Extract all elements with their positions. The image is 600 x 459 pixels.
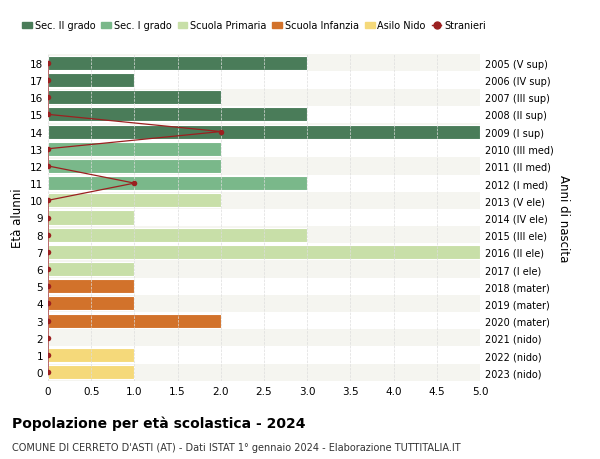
Point	[43, 300, 53, 308]
Bar	[48, 56, 307, 71]
Bar	[48, 263, 134, 276]
Bar	[48, 261, 480, 278]
Point	[43, 77, 53, 84]
Bar	[48, 123, 480, 141]
Point	[43, 214, 53, 222]
Point	[43, 249, 53, 256]
Bar	[48, 74, 134, 88]
Point	[43, 197, 53, 205]
Bar	[48, 141, 480, 158]
Point	[130, 180, 139, 187]
Bar	[48, 90, 480, 106]
Point	[43, 231, 53, 239]
Point	[216, 129, 226, 136]
Bar	[48, 158, 480, 175]
Point	[43, 146, 53, 153]
Text: COMUNE DI CERRETO D'ASTI (AT) - Dati ISTAT 1° gennaio 2024 - Elaborazione TUTTIT: COMUNE DI CERRETO D'ASTI (AT) - Dati IST…	[12, 442, 461, 452]
Bar	[48, 364, 480, 381]
Bar	[48, 330, 480, 347]
Point	[43, 352, 53, 359]
Bar	[48, 245, 480, 259]
Bar	[48, 297, 134, 311]
Point	[43, 112, 53, 119]
Bar	[48, 313, 480, 330]
Bar	[48, 347, 480, 364]
Bar	[48, 278, 480, 295]
Point	[43, 317, 53, 325]
Bar	[48, 125, 480, 139]
Bar	[48, 108, 307, 122]
Bar	[48, 55, 480, 72]
Y-axis label: Anni di nascita: Anni di nascita	[557, 174, 570, 262]
Bar	[48, 295, 480, 313]
Point	[43, 94, 53, 101]
Bar	[48, 228, 307, 242]
Bar	[48, 314, 221, 328]
Bar	[48, 192, 480, 209]
Point	[43, 266, 53, 273]
Bar	[48, 244, 480, 261]
Text: Popolazione per età scolastica - 2024: Popolazione per età scolastica - 2024	[12, 415, 305, 430]
Point	[43, 60, 53, 67]
Bar	[48, 227, 480, 244]
Bar	[48, 177, 307, 191]
Bar	[48, 72, 480, 90]
Y-axis label: Età alunni: Età alunni	[11, 188, 25, 248]
Point	[43, 335, 53, 342]
Bar	[48, 106, 480, 123]
Bar	[48, 194, 221, 208]
Legend: Sec. II grado, Sec. I grado, Scuola Primaria, Scuola Infanzia, Asilo Nido, Stran: Sec. II grado, Sec. I grado, Scuola Prim…	[19, 17, 490, 35]
Bar	[48, 91, 221, 105]
Bar	[48, 175, 480, 192]
Bar	[48, 211, 134, 225]
Bar	[48, 209, 480, 227]
Bar	[48, 280, 134, 294]
Point	[43, 283, 53, 290]
Bar	[48, 142, 221, 157]
Point	[43, 369, 53, 376]
Bar	[48, 160, 221, 174]
Bar	[48, 348, 134, 362]
Point	[43, 163, 53, 170]
Bar	[48, 365, 134, 380]
